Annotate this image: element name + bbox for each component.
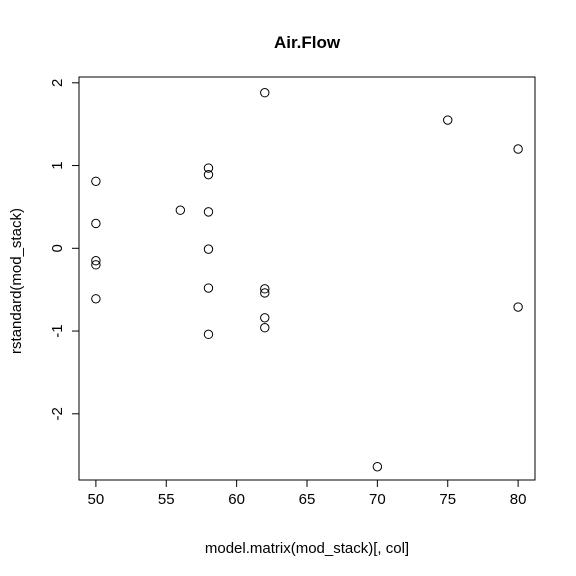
data-point [513, 144, 523, 154]
y-tick-label: 2 [49, 79, 66, 87]
data-point [203, 207, 214, 217]
data-point [372, 462, 383, 472]
data-point [260, 323, 270, 333]
plot-frame [78, 76, 536, 481]
x-tick-label: 70 [369, 491, 386, 508]
chart-title: Air.Flow [274, 33, 341, 52]
y-tick-label: 0 [49, 244, 66, 252]
data-point [203, 329, 214, 340]
x-tick-label: 65 [299, 491, 316, 508]
data-point [203, 169, 214, 180]
x-tick-label: 80 [510, 491, 527, 508]
data-point [260, 284, 270, 294]
x-axis-label: model.matrix(mod_stack)[, col] [205, 540, 409, 557]
x-tick-label: 75 [439, 491, 456, 508]
data-point [203, 283, 214, 293]
data-point [91, 294, 101, 304]
data-points [91, 88, 523, 472]
x-tick-label: 60 [228, 491, 245, 508]
data-point [91, 256, 101, 266]
data-point [91, 218, 101, 229]
y-axis-label: rstandard(mod_stack) [8, 208, 25, 354]
x-tick-label: 50 [88, 491, 105, 508]
y-tick-label: -2 [49, 407, 66, 420]
data-point [203, 163, 214, 173]
y-tick-label: -1 [49, 324, 66, 337]
y-axis: -2 -1 0 1 2 [49, 79, 79, 420]
x-tick-label: 55 [158, 491, 175, 508]
data-point [91, 260, 101, 270]
data-point [513, 302, 523, 312]
data-point [260, 288, 270, 298]
data-point [443, 115, 453, 125]
data-point [203, 244, 214, 254]
data-point [260, 88, 270, 98]
y-tick-label: 1 [49, 161, 66, 169]
data-point [175, 205, 186, 215]
data-point [91, 176, 101, 186]
data-point [260, 313, 270, 323]
x-axis: 50 55 60 65 70 75 80 [88, 480, 527, 508]
